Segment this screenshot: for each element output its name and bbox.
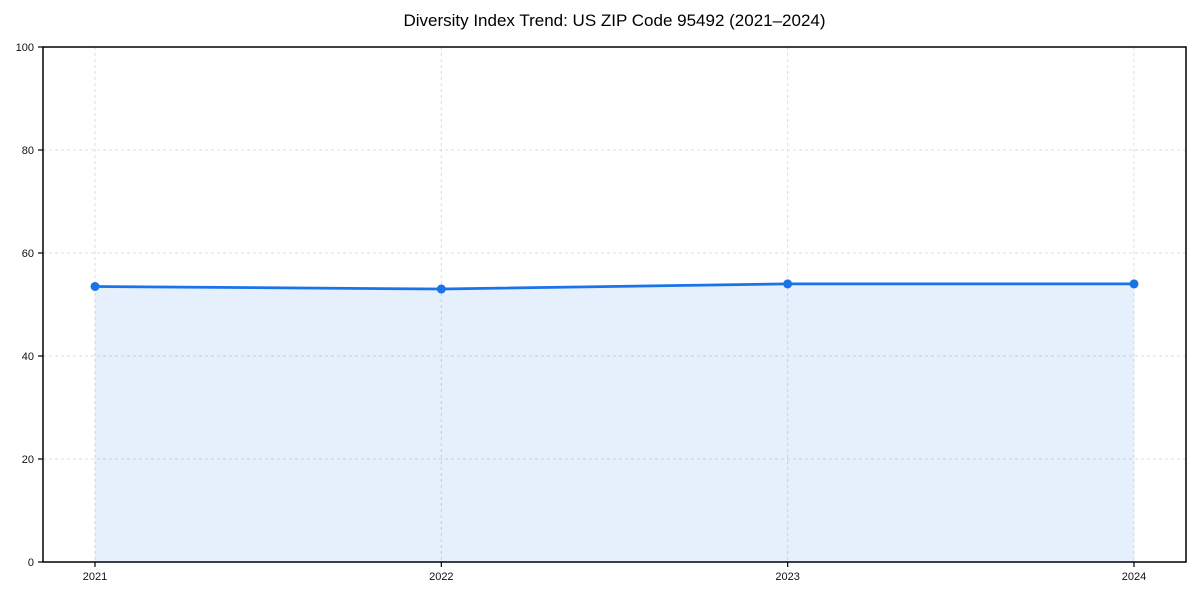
x-tick-label: 2021	[83, 571, 107, 583]
x-tick-label: 2024	[1122, 571, 1146, 583]
y-tick-label: 40	[22, 351, 34, 363]
y-tick-label: 0	[28, 557, 34, 569]
data-point	[1129, 279, 1139, 289]
chart-title: Diversity Index Trend: US ZIP Code 95492…	[403, 11, 826, 30]
data-point	[436, 284, 446, 294]
y-tick-label: 60	[22, 248, 34, 260]
y-tick-label: 80	[22, 145, 34, 157]
trend-line	[93, 282, 1136, 291]
y-tick-label: 100	[16, 42, 34, 54]
area-fill	[95, 283, 1134, 562]
plot-border	[42, 46, 1187, 563]
data-point	[90, 281, 100, 291]
y-tick-label: 20	[22, 454, 34, 466]
x-tick-label: 2023	[775, 571, 799, 583]
x-tick-label: 2022	[429, 571, 453, 583]
data-point	[783, 279, 793, 289]
